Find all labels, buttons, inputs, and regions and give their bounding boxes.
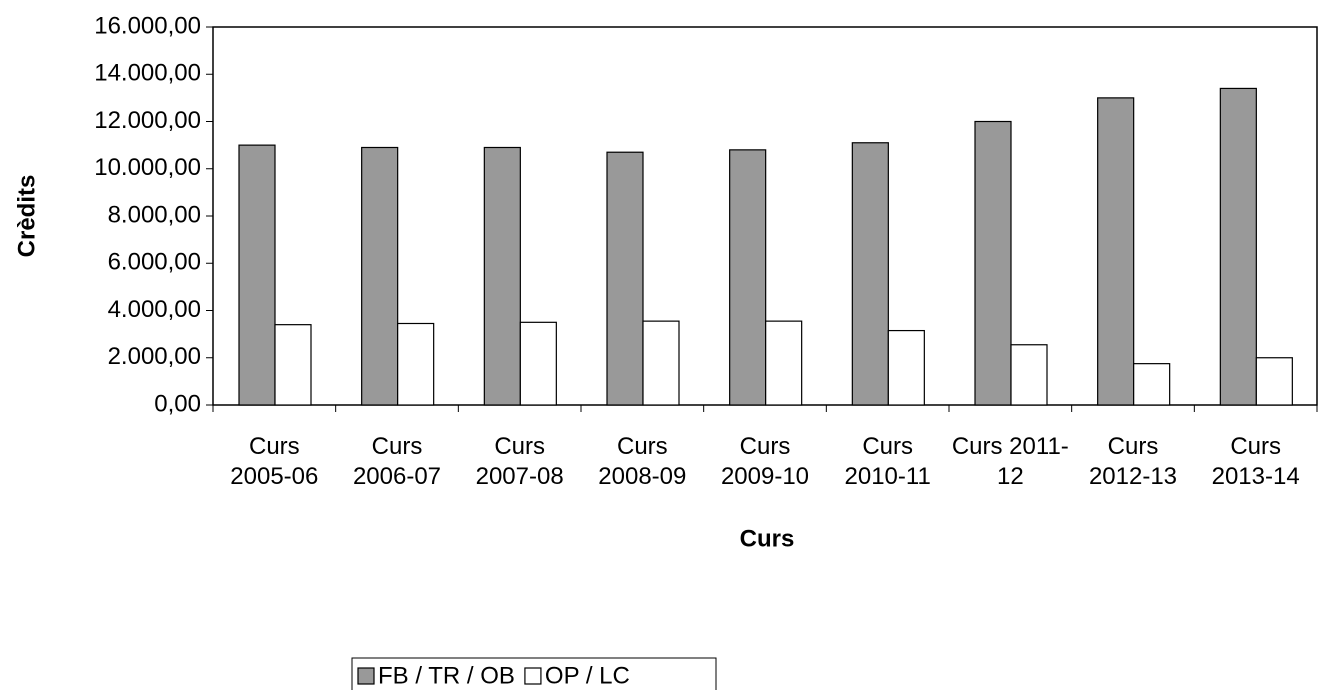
x-tick-label: Curs 2008-09: [598, 433, 687, 490]
y-tick-label: 12.000,00: [94, 107, 201, 134]
bar: [1010, 344, 1048, 406]
legend-swatch: [524, 667, 542, 685]
bar: [1097, 97, 1135, 406]
bar: [1133, 363, 1171, 406]
y-tick-label: 10.000,00: [94, 154, 201, 181]
x-tick-label: Curs 2006-07: [352, 433, 442, 490]
y-axis-title: Crèdits: [13, 175, 40, 258]
bar: [519, 321, 557, 406]
y-tick-label: 14.000,00: [94, 60, 201, 87]
y-tick-label: 0,00: [154, 390, 201, 417]
bar: [397, 322, 435, 406]
bar: [642, 320, 680, 406]
bar: [238, 144, 276, 406]
x-tick-label: Curs 2007-08: [475, 433, 564, 490]
bar: [361, 146, 399, 406]
bar: [765, 320, 803, 406]
x-tick-label: Curs 2010-11: [844, 433, 931, 490]
bar: [851, 142, 889, 406]
legend-label: FB / TR / OB: [378, 662, 515, 689]
bar: [974, 120, 1012, 406]
y-tick-label: 4.000,00: [108, 296, 201, 323]
bar: [729, 149, 767, 406]
x-tick-label: Curs 2005-06: [230, 433, 319, 490]
x-tick-label: Curs 2009-10: [720, 433, 810, 490]
bar: [1219, 87, 1257, 406]
legend-swatch: [357, 667, 375, 685]
x-tick-label: Curs 2012-13: [1088, 433, 1178, 490]
y-tick-label: 2.000,00: [108, 343, 201, 370]
x-axis-title: Curs: [740, 525, 795, 552]
bar: [606, 151, 644, 406]
x-tick-label: Curs 2011-12: [951, 433, 1069, 490]
bar: [887, 329, 925, 406]
y-tick-label: 6.000,00: [108, 249, 201, 276]
bar: [274, 324, 312, 406]
bar: [1255, 357, 1293, 406]
legend-box: [351, 657, 717, 690]
bar: [483, 146, 521, 406]
legend-label: OP / LC: [545, 662, 630, 689]
x-tick-label: Curs 2013-14: [1211, 433, 1300, 490]
y-tick-label: 16.000,00: [94, 12, 201, 39]
y-tick-label: 8.000,00: [108, 201, 201, 228]
